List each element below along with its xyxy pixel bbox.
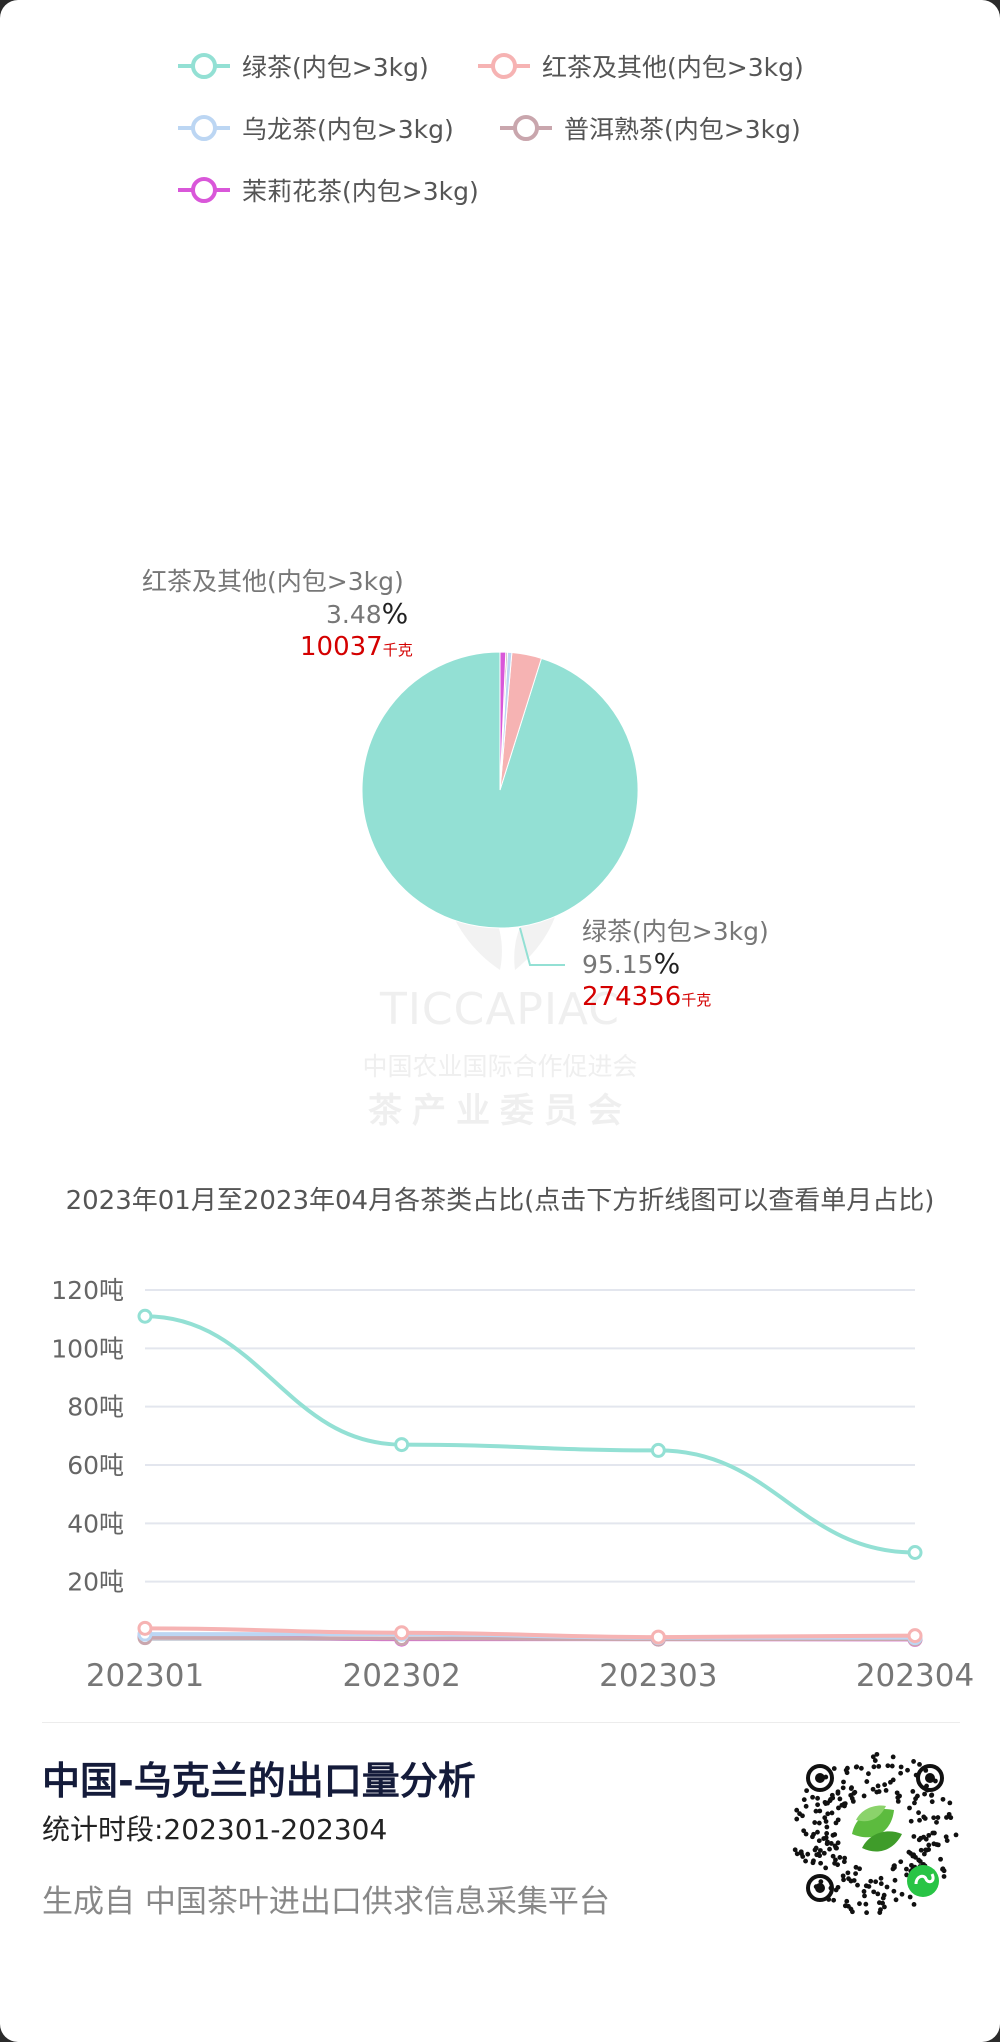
pie-label-green-name: 绿茶(内包>3kg) bbox=[582, 917, 769, 946]
y-tick-label: 40吨 bbox=[67, 1509, 124, 1538]
pie-label-green-kg-unit: 千克 bbox=[681, 991, 712, 1009]
legend-marker-icon bbox=[178, 177, 230, 203]
legend-item-oolong[interactable]: 乌龙茶(内包>3kg) bbox=[178, 106, 454, 150]
footer-source: 生成自 中国茶叶进出口供求信息采集平台 bbox=[42, 1884, 610, 1920]
line-chart[interactable]: 20吨 40吨 60吨 80吨 100吨 120吨 202301 202302 202303 2… bbox=[0, 1250, 1000, 1700]
series-point-0-1[interactable] bbox=[394, 1437, 410, 1453]
pie-label-green: 绿茶(内包>3kg) 95.15% 274356千克 bbox=[582, 916, 769, 1016]
watermark-brand: TICCAPIAC bbox=[380, 984, 620, 1035]
pie-label-green-pct-sign: % bbox=[653, 947, 681, 980]
legend-marker-icon bbox=[178, 115, 230, 141]
pie-label-black-name: 红茶及其他(内包>3kg) bbox=[142, 567, 404, 596]
legend-marker-icon bbox=[178, 53, 230, 79]
series-point-1-3[interactable] bbox=[907, 1628, 923, 1644]
legend-label: 普洱熟茶(内包>3kg) bbox=[564, 115, 801, 144]
x-tick-label: 202303 bbox=[599, 1658, 717, 1694]
pie-label-green-kg: 274356 bbox=[582, 982, 682, 1012]
line-chart-title: 2023年01月至2023年04月各茶类占比(点击下方折线图可以查看单月占比) bbox=[65, 1186, 935, 1216]
pie-label-black-kg: 10037 bbox=[300, 632, 383, 662]
series-point-1-2[interactable] bbox=[650, 1629, 666, 1645]
pie-label-black-pct-sign: % bbox=[381, 597, 409, 630]
pie-leader-line-green bbox=[519, 927, 565, 966]
footer-divider bbox=[42, 1722, 960, 1723]
footer-title: 中国-乌克兰的出口量分析 bbox=[42, 1759, 476, 1803]
series-line-1[interactable] bbox=[144, 1626, 916, 1640]
footer-period: 统计时段:202301-202304 bbox=[42, 1813, 388, 1846]
legend-item-jasmine[interactable]: 茉莉花茶(内包>3kg) bbox=[178, 168, 479, 212]
pie-label-black-pct: 3.48 bbox=[326, 600, 382, 629]
pie-label-black: 红茶及其他(内包>3kg) 3.48% 10037千克 bbox=[142, 566, 413, 666]
pie-slice-4[interactable] bbox=[499, 651, 507, 791]
legend-label: 乌龙茶(内包>3kg) bbox=[242, 115, 454, 144]
y-tick-label: 20吨 bbox=[67, 1568, 124, 1597]
series-point-0-0[interactable] bbox=[137, 1308, 153, 1324]
legend-item-puer[interactable]: 普洱熟茶(内包>3kg) bbox=[500, 106, 801, 150]
watermark-line1: 中国农业国际合作促进会 bbox=[362, 1052, 638, 1081]
y-tick-label: 120吨 bbox=[51, 1276, 124, 1305]
series-point-1-1[interactable] bbox=[394, 1625, 410, 1641]
mini-program-qr-icon[interactable] bbox=[790, 1748, 960, 1918]
pie-chart[interactable] bbox=[0, 560, 1000, 1060]
legend-item-black[interactable]: 红茶及其他(内包>3kg) bbox=[478, 44, 804, 88]
y-tick-label: 60吨 bbox=[67, 1451, 124, 1480]
series-point-0-3[interactable] bbox=[907, 1545, 923, 1560]
pie-label-green-pct: 95.15 bbox=[582, 950, 654, 979]
watermark: TICCAPIAC 中国农业国际合作促进会 茶产业委员会 bbox=[0, 860, 1000, 1132]
y-tick-label: 80吨 bbox=[67, 1393, 124, 1422]
x-tick-label: 202301 bbox=[86, 1658, 204, 1694]
legend-label: 茉莉花茶(内包>3kg) bbox=[242, 177, 479, 206]
series-point-1-0[interactable] bbox=[137, 1620, 153, 1636]
x-tick-label: 202302 bbox=[342, 1658, 460, 1694]
pie-label-black-kg-unit: 千克 bbox=[382, 641, 413, 659]
x-tick-label: 202304 bbox=[856, 1658, 974, 1694]
legend-label: 绿茶(内包>3kg) bbox=[242, 53, 429, 82]
legend-label: 红茶及其他(内包>3kg) bbox=[542, 53, 804, 82]
y-tick-label: 100吨 bbox=[51, 1334, 124, 1363]
legend-marker-icon bbox=[500, 115, 552, 141]
watermark-line2: 茶产业委员会 bbox=[368, 1091, 632, 1131]
series-point-0-2[interactable] bbox=[650, 1442, 666, 1458]
legend-item-green[interactable]: 绿茶(内包>3kg) bbox=[178, 44, 429, 88]
series-line-0[interactable] bbox=[144, 1314, 916, 1555]
legend-marker-icon bbox=[478, 53, 530, 79]
